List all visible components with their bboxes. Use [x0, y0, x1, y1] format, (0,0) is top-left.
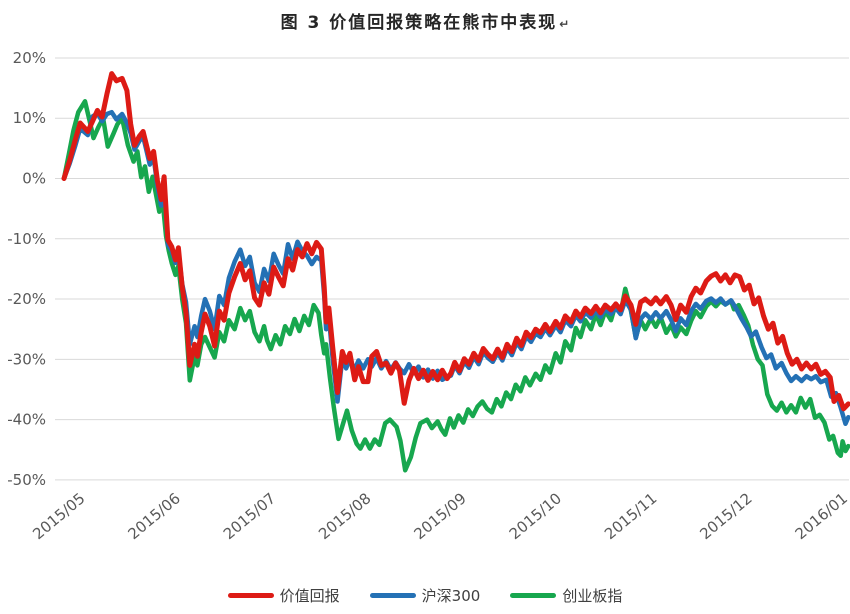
- y-tick-label: -40%: [7, 411, 46, 429]
- legend-item-chinext: 创业板指: [510, 585, 622, 606]
- x-tick-label: 2015/10: [506, 489, 565, 543]
- legend-swatch-chinext: [510, 593, 557, 598]
- legend-swatch-csi300: [369, 593, 416, 598]
- series-line-value-return: [61, 71, 850, 412]
- y-tick-label: 0%: [22, 170, 46, 188]
- y-tick-label: 10%: [13, 109, 46, 127]
- x-tick-label: 2015/09: [410, 489, 469, 543]
- x-tick-label: 2015/07: [220, 489, 279, 543]
- x-tick-label: 2015/06: [125, 489, 184, 543]
- x-tick-label: 2015/11: [601, 489, 660, 543]
- legend-label-value-return: 价值回报: [279, 587, 340, 605]
- y-tick-label: -20%: [7, 290, 46, 308]
- y-tick-label: -50%: [7, 471, 46, 489]
- legend-item-csi300: 沪深300: [369, 585, 481, 606]
- y-tick-label: 20%: [13, 49, 46, 67]
- legend-label-chinext: 创业板指: [562, 587, 623, 605]
- chart-legend: 价值回报 沪深300 创业板指: [0, 585, 850, 606]
- x-tick-label: 2015/08: [315, 489, 374, 543]
- legend-swatch-value-return: [227, 593, 274, 598]
- paragraph-mark: ↵: [559, 17, 570, 31]
- x-tick-label: 2015/12: [696, 489, 755, 543]
- legend-label-csi300: 沪深300: [421, 587, 481, 605]
- chart-title: 图 3 价值回报策略在熊市中表现: [280, 13, 558, 33]
- x-tick-label: 2016/01: [792, 489, 850, 543]
- chart-title-row: 图 3 价值回报策略在熊市中表现 ↵: [0, 8, 850, 33]
- y-tick-label: -30%: [7, 350, 46, 368]
- legend-item-value-return: 价值回报: [227, 585, 340, 606]
- x-tick-label: 2015/05: [29, 489, 88, 543]
- y-tick-label: -10%: [7, 230, 46, 248]
